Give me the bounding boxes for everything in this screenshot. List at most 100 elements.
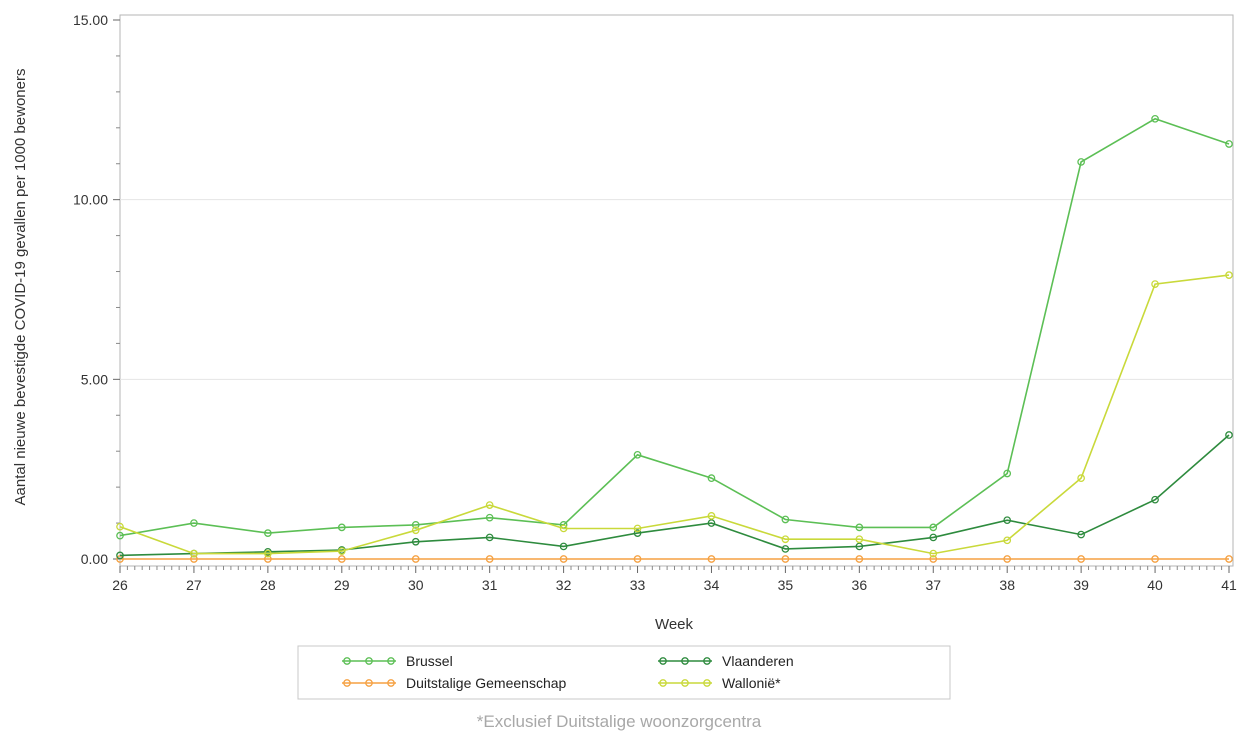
data-point-vlaanderen	[411, 537, 420, 546]
x-tick-label: 38	[999, 577, 1015, 593]
legend-item-wallonie: Wallonië*	[658, 675, 781, 691]
data-point-brussel	[116, 531, 124, 540]
data-point-brussel	[190, 519, 198, 527]
legend-label: Duitstalige Gemeenschap	[406, 675, 567, 691]
x-axis-label: Week	[655, 616, 694, 633]
data-point-duitstalige-gemeenschap	[1151, 555, 1159, 563]
data-point-brussel	[781, 515, 790, 524]
data-point-duitstalige-gemeenschap	[707, 555, 716, 563]
legend-swatch-marker	[703, 657, 711, 665]
data-point-vlaanderen	[633, 529, 642, 537]
data-point-wallonie	[264, 549, 272, 558]
data-point-wallonie	[411, 526, 420, 535]
data-point-wallonie	[707, 512, 716, 520]
data-point-brussel	[707, 474, 716, 482]
legend-swatch-marker	[365, 679, 373, 687]
legend-swatch-marker	[681, 679, 689, 687]
x-tick-label: 35	[778, 577, 794, 593]
x-tick-label: 37	[925, 577, 941, 593]
data-point-duitstalige-gemeenschap	[264, 555, 272, 563]
series-duitstalige-gemeenschap	[116, 555, 1233, 563]
legend-frame	[297, 645, 951, 700]
legend-label: Wallonië*	[722, 675, 781, 691]
data-point-wallonie	[1077, 474, 1085, 482]
x-tick-label: 29	[334, 577, 350, 593]
series-brussel	[116, 114, 1233, 540]
legend-item-vlaanderen: Vlaanderen	[658, 653, 794, 669]
plot-frame	[119, 14, 1234, 567]
legend-label: Brussel	[406, 653, 453, 669]
legend-swatch-marker	[365, 657, 373, 665]
data-point-duitstalige-gemeenschap	[411, 555, 420, 563]
data-point-duitstalige-gemeenschap	[633, 555, 642, 563]
data-point-wallonie	[929, 549, 938, 558]
legend-swatch-marker	[681, 657, 689, 665]
data-point-duitstalige-gemeenschap	[781, 555, 790, 563]
data-point-vlaanderen	[707, 519, 716, 527]
legend: Brussel Vlaanderen Duitstalige Gemeenschap…	[297, 645, 951, 700]
legend-swatch-marker	[703, 679, 711, 687]
data-point-duitstalige-gemeenschap	[1077, 555, 1085, 563]
series-line-vlaanderen	[119, 434, 1230, 557]
legend-swatch-marker	[343, 657, 351, 665]
data-point-brussel	[633, 450, 642, 459]
data-point-vlaanderen	[1077, 530, 1085, 539]
x-tick-label: 40	[1147, 577, 1163, 593]
data-point-wallonie	[485, 501, 494, 509]
data-point-brussel	[855, 523, 864, 532]
data-point-brussel	[1151, 114, 1159, 123]
legend-swatch-marker	[659, 657, 667, 665]
data-point-duitstalige-gemeenschap	[929, 555, 938, 563]
data-point-brussel	[1225, 140, 1233, 148]
x-axis: 26 27 28 29 30 31 32 33 34 35 36 37 38 39 40 41	[112, 566, 1237, 593]
y-tick-label: 10.00	[73, 192, 108, 208]
data-point-wallonie	[1225, 271, 1233, 279]
data-point-duitstalige-gemeenschap	[190, 555, 198, 563]
data-point-brussel	[411, 521, 420, 529]
data-point-wallonie	[337, 547, 346, 555]
x-tick-label: 41	[1221, 577, 1237, 593]
data-point-vlaanderen	[1225, 431, 1233, 439]
data-point-vlaanderen	[1003, 516, 1012, 525]
data-point-duitstalige-gemeenschap	[1225, 555, 1233, 563]
series-wallonie	[116, 271, 1233, 558]
data-point-duitstalige-gemeenschap	[1003, 555, 1012, 563]
y-axis: 0.00 5.00 10.00 15.00	[73, 12, 120, 567]
data-point-vlaanderen	[485, 533, 494, 542]
y-tick-label: 15.00	[73, 12, 108, 28]
x-tick-label: 27	[186, 577, 202, 593]
x-tick-label: 34	[704, 577, 720, 593]
legend-label: Vlaanderen	[722, 653, 794, 669]
data-point-brussel	[485, 513, 494, 522]
x-tick-label: 33	[630, 577, 646, 593]
data-point-wallonie	[116, 522, 124, 531]
data-point-brussel	[264, 529, 272, 537]
y-tick-label: 5.00	[81, 371, 108, 387]
data-point-vlaanderen	[781, 545, 790, 553]
data-point-wallonie	[633, 524, 642, 533]
line-chart: 0.00 5.00 10.00 15.00 26 27 28 29 30 31 32 33 34 35 3…	[12, 12, 1237, 700]
series-line-wallonie	[119, 274, 1230, 555]
data-point-duitstalige-gemeenschap	[337, 555, 346, 563]
data-point-vlaanderen	[929, 533, 938, 542]
data-point-brussel	[1003, 469, 1012, 478]
y-axis-label: Aantal nieuwe bevestigde COVID-19 gevall…	[12, 69, 29, 506]
x-tick-label: 32	[556, 577, 572, 593]
series-lines	[116, 114, 1233, 563]
data-point-duitstalige-gemeenschap	[559, 555, 568, 563]
x-tick-label: 39	[1073, 577, 1089, 593]
data-point-wallonie	[1003, 536, 1012, 545]
data-point-brussel	[337, 523, 346, 532]
data-point-vlaanderen	[116, 551, 124, 560]
y-tick-label: 0.00	[81, 551, 108, 567]
legend-item-brussel: Brussel	[342, 653, 453, 669]
gridlines	[120, 199, 1233, 380]
data-point-wallonie	[1151, 280, 1159, 288]
series-vlaanderen	[116, 431, 1233, 560]
data-point-duitstalige-gemeenschap	[485, 555, 494, 563]
legend-swatch-marker	[387, 679, 395, 687]
data-point-vlaanderen	[559, 542, 568, 551]
x-tick-label: 28	[260, 577, 276, 593]
series-line-brussel	[119, 117, 1230, 537]
legend-swatch-marker	[343, 679, 351, 687]
